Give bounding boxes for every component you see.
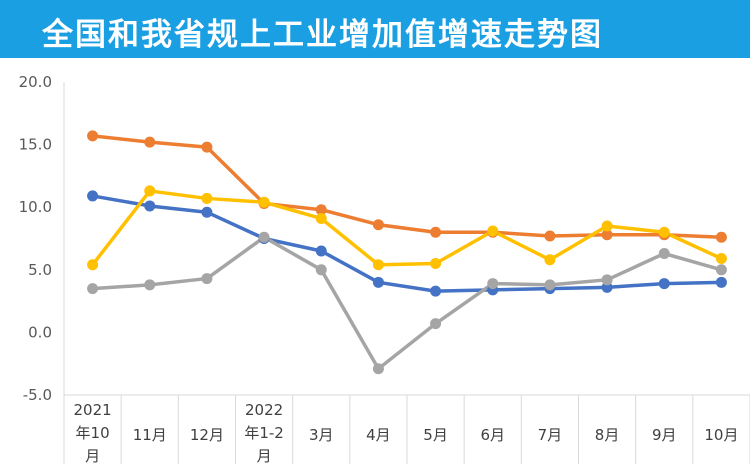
data-point (658, 226, 670, 238)
data-point (315, 212, 327, 224)
data-point (487, 225, 499, 237)
y-tick-label: 0.0 (28, 323, 52, 341)
data-point (430, 258, 442, 270)
data-point (715, 231, 727, 243)
data-point (372, 259, 384, 271)
data-point (544, 230, 556, 242)
x-tick-label: 9月 (652, 426, 677, 444)
data-point (487, 278, 499, 290)
data-point (315, 204, 327, 216)
data-point (87, 130, 99, 142)
data-point (601, 274, 613, 286)
data-point (258, 231, 270, 243)
data-point (372, 219, 384, 231)
y-tick-label: 10.0 (19, 198, 52, 216)
data-point (544, 254, 556, 266)
data-point (601, 220, 613, 232)
data-point (715, 253, 727, 265)
data-point (144, 279, 156, 291)
x-tick-label: 年1-2 (244, 424, 284, 442)
data-point (87, 259, 99, 271)
data-point (544, 279, 556, 291)
data-point (601, 229, 613, 241)
x-tick-label: 10月 (704, 426, 738, 444)
chart-title: 全国和我省规上工业增加值增速走势图 (42, 17, 603, 53)
data-point (201, 273, 213, 285)
data-point (315, 245, 327, 257)
x-tick-label: 月 (257, 447, 272, 464)
data-point (144, 200, 156, 212)
data-point (201, 192, 213, 204)
data-point (715, 264, 727, 276)
data-point (201, 141, 213, 153)
x-tick-label: 12月 (190, 426, 224, 444)
data-point (658, 278, 670, 290)
data-point (430, 285, 442, 297)
data-point (430, 226, 442, 238)
data-point (87, 283, 99, 295)
y-tick-label: 15.0 (19, 136, 52, 154)
data-point (372, 276, 384, 288)
data-point (201, 206, 213, 218)
x-tick-label: 11月 (133, 426, 167, 444)
series-line-3 (91, 189, 723, 267)
x-tick-label: 年10 (76, 424, 110, 442)
series-line-4 (92, 235, 722, 371)
data-point (87, 190, 99, 202)
y-tick-label: 20.0 (19, 73, 52, 91)
x-tick-label: 5月 (423, 426, 448, 444)
x-tick-label: 8月 (595, 426, 620, 444)
data-point (144, 136, 156, 148)
data-point (715, 276, 727, 288)
data-point (315, 264, 327, 276)
y-tick-label: -5.0 (23, 386, 52, 404)
x-tick-label: 月 (85, 447, 100, 464)
title-bar: 全国和我省规上工业增加值增速走势图 (0, 0, 750, 58)
x-tick-label: 4月 (366, 426, 391, 444)
data-point (258, 196, 270, 208)
series-line-1 (92, 134, 722, 239)
x-tick-label: 2021 (73, 401, 111, 419)
x-tick-label: 2022 (245, 401, 283, 419)
data-point (372, 363, 384, 375)
data-point (144, 185, 156, 197)
y-tick-label: 5.0 (28, 261, 52, 279)
x-tick-label: 7月 (538, 426, 563, 444)
x-tick-label: 6月 (480, 426, 505, 444)
series-line-2 (92, 194, 722, 293)
x-tick-label: 3月 (309, 426, 334, 444)
data-point (430, 318, 442, 330)
data-point (658, 248, 670, 260)
